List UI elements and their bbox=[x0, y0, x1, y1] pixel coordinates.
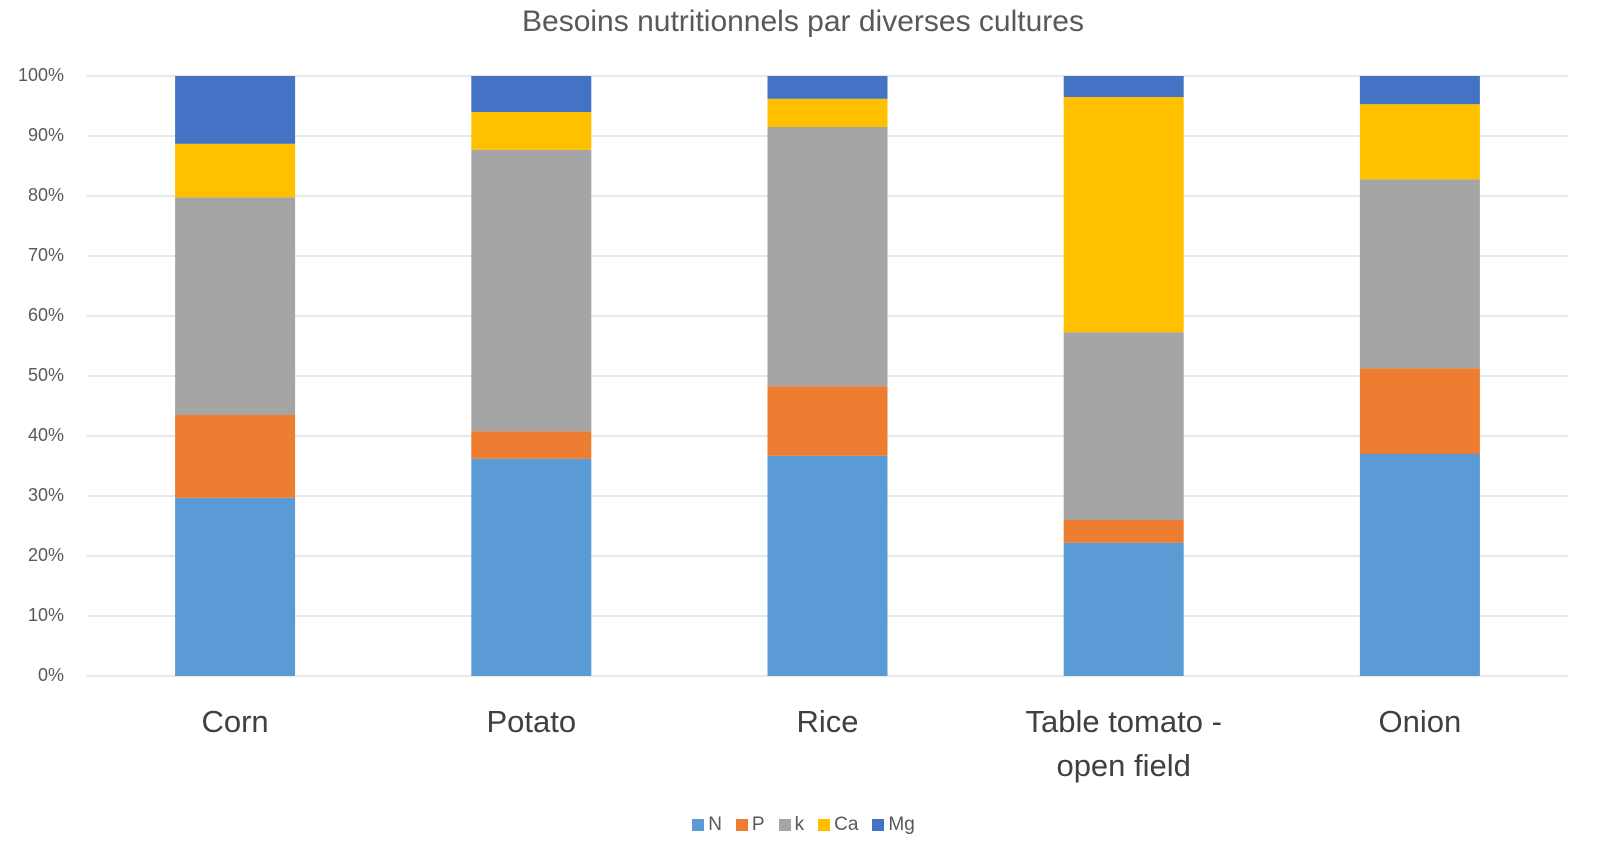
x-tick-label: Potato bbox=[486, 704, 577, 739]
bar-segment bbox=[471, 458, 592, 676]
bar-segment bbox=[767, 76, 888, 99]
bar-segment bbox=[175, 497, 296, 676]
x-tick-label: Corn bbox=[201, 704, 269, 739]
legend-label: Ca bbox=[834, 814, 859, 835]
y-tick-label: 30% bbox=[28, 485, 64, 505]
legend-item: P bbox=[735, 814, 765, 836]
y-tick-label: 50% bbox=[28, 365, 64, 385]
bar-segment bbox=[471, 431, 592, 459]
bar-segment bbox=[1359, 368, 1480, 454]
y-tick-label: 80% bbox=[28, 185, 64, 205]
legend-label: P bbox=[751, 814, 765, 835]
legend-item: k bbox=[778, 814, 805, 836]
bar-segment bbox=[471, 112, 592, 150]
bar-segment bbox=[175, 197, 296, 415]
y-tick-label: 10% bbox=[28, 605, 64, 625]
legend-swatch bbox=[872, 819, 885, 831]
bar-segment bbox=[1063, 542, 1184, 676]
bar-segment bbox=[1063, 520, 1184, 543]
bar-segment bbox=[1063, 332, 1184, 520]
legend-item: N bbox=[692, 814, 722, 836]
bar-segment bbox=[1359, 179, 1480, 369]
bar-segment bbox=[767, 455, 888, 676]
x-tick-label: Onion bbox=[1378, 704, 1462, 739]
bar-segment bbox=[1063, 76, 1184, 97]
y-tick-label: 60% bbox=[28, 305, 64, 325]
legend-label: k bbox=[794, 814, 805, 835]
bar-segment bbox=[175, 76, 296, 144]
x-tick-label: Table tomato - open field bbox=[1025, 704, 1222, 783]
legend-swatch bbox=[735, 819, 748, 831]
bar-segment bbox=[471, 76, 592, 112]
legend-item: Ca bbox=[818, 814, 858, 836]
bar-segment bbox=[1063, 97, 1184, 333]
y-tick-label: 20% bbox=[28, 545, 64, 565]
bar-segment bbox=[767, 386, 888, 456]
bar-segment bbox=[1359, 454, 1480, 676]
y-tick-label: 40% bbox=[28, 425, 64, 445]
legend-label: N bbox=[708, 814, 722, 835]
legend-label: Mg bbox=[888, 814, 915, 835]
bar-segment bbox=[767, 127, 888, 387]
legend-swatch bbox=[818, 819, 831, 831]
bar-segment bbox=[175, 415, 296, 498]
bar-segment bbox=[175, 143, 296, 198]
bar-segment bbox=[471, 149, 592, 432]
y-tick-label: 90% bbox=[28, 125, 64, 145]
bar-segment bbox=[1359, 104, 1480, 180]
chart-title: Besoins nutritionnels par diverses cultu… bbox=[522, 5, 1084, 38]
x-tick-label: Rice bbox=[796, 704, 859, 739]
legend-swatch bbox=[692, 819, 705, 831]
y-tick-label: 70% bbox=[28, 245, 64, 265]
legend-swatch bbox=[778, 819, 791, 831]
bar-segment bbox=[767, 98, 888, 127]
legend-item: Mg bbox=[872, 814, 915, 836]
bar-segment bbox=[1359, 76, 1480, 105]
y-tick-label: 0% bbox=[38, 665, 64, 685]
y-tick-label: 100% bbox=[18, 65, 64, 85]
